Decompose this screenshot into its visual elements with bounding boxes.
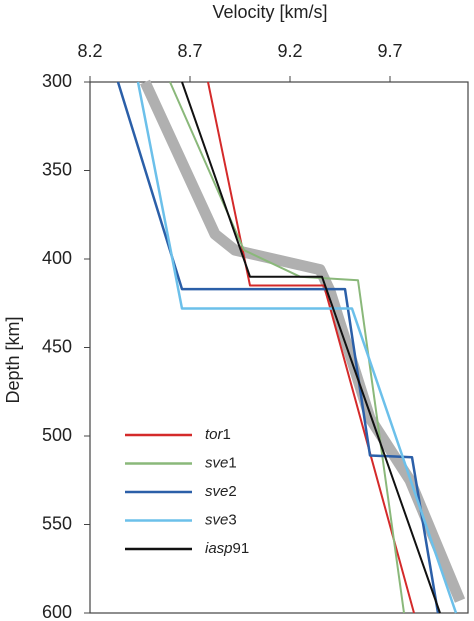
legend-label: iasp91 xyxy=(205,540,249,557)
legend-label: sve3 xyxy=(205,511,237,528)
series-line xyxy=(136,81,458,614)
y-tick-label: 600 xyxy=(42,602,72,621)
y-tick-label: 450 xyxy=(42,336,72,356)
legend-label: tor1 xyxy=(205,426,231,443)
x-tick-label: 8.7 xyxy=(177,41,202,61)
x-tick-label: 9.2 xyxy=(277,41,302,61)
y-tick-label: 350 xyxy=(42,159,72,179)
x-axis-label: Velocity [km/s] xyxy=(212,2,327,22)
series-line xyxy=(116,81,440,614)
x-tick-label: 9.7 xyxy=(377,41,402,61)
y-tick-label: 550 xyxy=(42,513,72,533)
y-tick-label: 300 xyxy=(42,71,72,91)
series-line xyxy=(207,81,415,614)
y-tick-label: 400 xyxy=(42,248,72,268)
series-line xyxy=(140,79,466,603)
series-line xyxy=(169,81,405,614)
legend-label: sve1 xyxy=(205,454,237,471)
legend-label: sve2 xyxy=(205,483,237,500)
y-axis-label: Depth [km] xyxy=(3,316,23,403)
x-tick-label: 8.2 xyxy=(77,41,102,61)
series-line xyxy=(181,81,441,614)
y-tick-label: 500 xyxy=(42,425,72,445)
